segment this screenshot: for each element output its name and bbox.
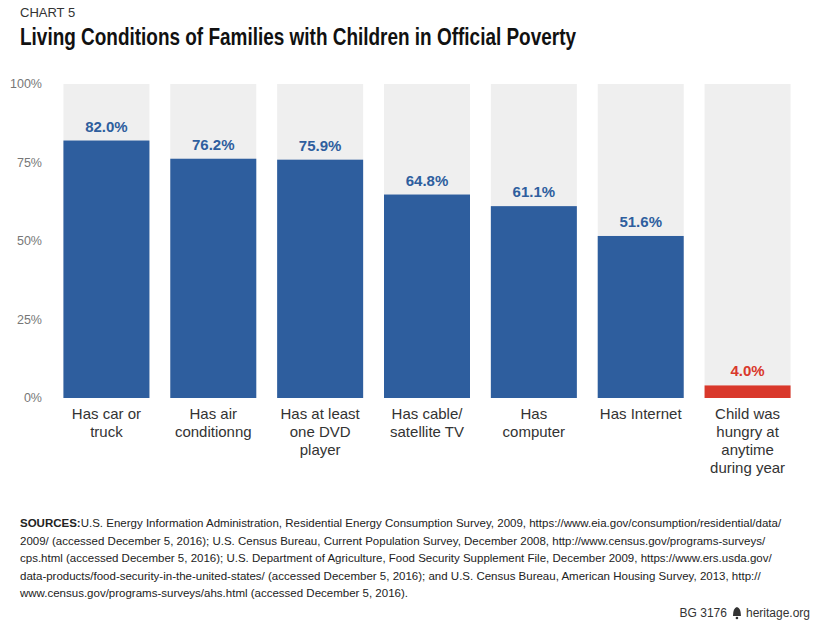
x-tick-label-line: Child was xyxy=(715,405,780,422)
x-tick-label-line: Has at least xyxy=(281,405,361,422)
column-background xyxy=(705,84,791,398)
x-tick-label-line: hungry at xyxy=(716,423,779,440)
source-text: data-products/food-security-in-the-unite… xyxy=(20,570,761,582)
title: Living Conditions of Families with Child… xyxy=(20,24,576,50)
data-label: 76.2% xyxy=(192,136,235,153)
x-tick-label-line: satellite TV xyxy=(390,423,464,440)
bar xyxy=(170,159,256,398)
source-text: U.S. Energy Information Administration, … xyxy=(81,517,782,529)
tick-mark xyxy=(49,398,53,399)
source-text: cps.html (accessed December 5, 2016); U.… xyxy=(20,552,772,564)
column-background xyxy=(277,84,363,398)
bar xyxy=(705,385,791,398)
bell-icon xyxy=(733,607,741,616)
x-tick-label-line: Has Internet xyxy=(600,405,683,422)
x-tick-label-line: one DVD xyxy=(290,423,351,440)
bar xyxy=(384,195,470,398)
y-tick-label: 75% xyxy=(17,156,42,170)
x-tick-label-line: Has air xyxy=(190,405,238,422)
x-tick-label-line: Has cable/ xyxy=(392,405,464,422)
x-tick-label: Has airconditionng xyxy=(175,405,252,440)
bell-icon-clapper xyxy=(736,617,739,620)
chart: CHART 5 Living Conditions of Families wit… xyxy=(0,0,825,635)
source-text: 2009/ (accessed December 5, 2016); U.S. … xyxy=(20,535,766,547)
column-background xyxy=(63,84,149,398)
source-label: SOURCES: xyxy=(20,517,81,529)
footer-code: BG 3176 xyxy=(680,606,728,620)
chart-label: CHART 5 xyxy=(20,5,75,20)
bar xyxy=(63,141,149,398)
footer-site: heritage.org xyxy=(746,606,810,620)
x-tick-label-line: Has xyxy=(521,405,548,422)
source-text: www.census.gov/programs-surveys/ahs.html… xyxy=(19,587,408,599)
x-tick-label: Has cable/satellite TV xyxy=(390,405,464,440)
column-background xyxy=(170,84,256,398)
x-tick-label-line: conditionng xyxy=(175,423,252,440)
column-background xyxy=(598,84,684,398)
data-label: 51.6% xyxy=(619,213,662,230)
y-tick-label: 0% xyxy=(24,391,42,405)
x-tick-label-line: Has car or xyxy=(72,405,141,422)
data-label: 75.9% xyxy=(299,137,342,154)
x-tick-label-line: during year xyxy=(710,459,785,476)
x-tick-label: Has Internet xyxy=(600,405,683,422)
column-background xyxy=(491,84,577,398)
tick-mark xyxy=(49,84,53,85)
bars xyxy=(63,141,790,398)
y-tick-label: 100% xyxy=(10,77,42,91)
x-tick-label: Hascomputer xyxy=(503,405,566,440)
data-label: 61.1% xyxy=(513,183,556,200)
x-tick-label: Child washungry atanytimeduring year xyxy=(710,405,785,476)
background xyxy=(0,0,825,635)
tick-mark xyxy=(49,162,53,163)
bar xyxy=(277,160,363,398)
y-tick-label: 50% xyxy=(17,234,42,248)
y-tick-label: 25% xyxy=(17,313,42,327)
tick-mark xyxy=(49,319,53,320)
column-background xyxy=(384,84,470,398)
x-tick-label-line: player xyxy=(300,441,341,458)
x-tick-label: Has car ortruck xyxy=(72,405,141,440)
x-tick-label-line: truck xyxy=(90,423,123,440)
x-tick-label: Has at leastone DVDplayer xyxy=(281,405,361,458)
bar xyxy=(491,206,577,398)
data-label: 64.8% xyxy=(406,172,449,189)
tick-mark xyxy=(49,241,53,242)
data-label: 4.0% xyxy=(730,362,764,379)
x-tick-label-line: computer xyxy=(503,423,566,440)
data-label: 82.0% xyxy=(85,118,128,135)
x-tick-label-line: anytime xyxy=(721,441,774,458)
bar xyxy=(598,236,684,398)
